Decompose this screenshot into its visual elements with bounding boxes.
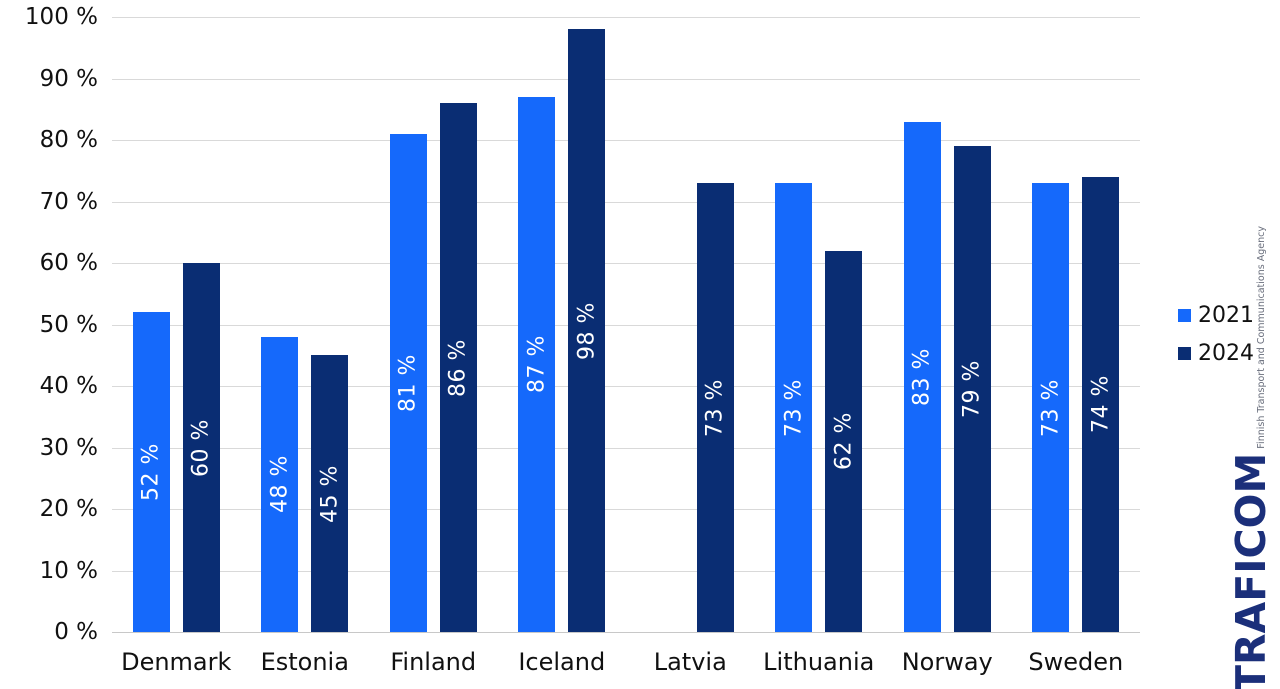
y-tick-label: 40 %	[39, 373, 98, 399]
bar-group-estonia: 48 % 45 %	[241, 17, 370, 632]
bar-2024-iceland: 98 %	[568, 29, 606, 632]
x-category-label: Iceland	[518, 648, 606, 676]
bar-value-label: 73 %	[702, 378, 728, 437]
bar-2021-finland: 81 %	[389, 133, 427, 632]
traficom-logo: TRAFICOM Finnish Transport and Communica…	[1209, 226, 1276, 689]
bar-2021-estonia: 48 %	[261, 336, 299, 632]
bar-value-label: 52 %	[138, 443, 164, 502]
legend-item-2021: 2021	[1178, 303, 1254, 328]
bar-value-label: 73 %	[1038, 378, 1064, 437]
gridline	[112, 632, 1140, 633]
bar-group-lithuania: 73 % 62 %	[755, 17, 884, 632]
bar-value-label: 60 %	[188, 418, 214, 477]
bar-2024-latvia: 73 %	[696, 183, 734, 632]
bar-2024-lithuania: 62 %	[825, 250, 863, 632]
gridline	[112, 263, 1140, 264]
y-tick-label: 70 %	[39, 188, 98, 215]
gridline	[112, 140, 1140, 141]
bar-2024-estonia: 45 %	[311, 355, 349, 632]
bar-2021-norway: 83 %	[903, 121, 941, 632]
bar-value-label: 62 %	[831, 412, 857, 471]
bar-group-norway: 83 % 79 %	[883, 17, 1012, 632]
bar-value-label: 87 %	[524, 335, 550, 394]
legend: 2021 2024	[1178, 303, 1254, 366]
gridline	[112, 78, 1140, 80]
traficom-tagline: Finnish Transport and Communications Age…	[1256, 226, 1267, 449]
bar-value-label: 79 %	[959, 360, 985, 419]
bar-2021-iceland: 87 %	[518, 96, 556, 632]
gridline	[112, 447, 1140, 449]
y-tick-label: 50 %	[39, 311, 98, 338]
y-tick-label: 60 %	[39, 250, 98, 276]
y-tick-label: 90 %	[39, 65, 98, 92]
x-category-label: Denmark	[121, 648, 232, 676]
y-tick-label: 80 %	[39, 127, 98, 153]
bar-value-label: 81 %	[395, 353, 421, 412]
x-category-label: Estonia	[260, 648, 349, 676]
bar-2024-finland: 86 %	[439, 103, 477, 632]
legend-swatch	[1178, 347, 1191, 360]
legend-label: 2021	[1198, 303, 1254, 328]
bar-group-finland: 81 % 86 %	[369, 17, 498, 632]
bar-value-label: 45 %	[317, 464, 343, 523]
gridline	[112, 509, 1140, 510]
legend-item-2024: 2024	[1178, 341, 1254, 366]
plot-area: 52 % 60 % 48 % 45 % 81 % 86 % 87 % 98 % 73 % 73 %…	[112, 17, 1141, 633]
y-tick-label: 0 %	[54, 619, 98, 645]
bar-group-latvia: 73 %	[626, 17, 755, 632]
bar-value-label: 83 %	[909, 347, 935, 406]
gridline	[112, 570, 1140, 572]
bar-2024-denmark: 60 %	[182, 263, 220, 632]
y-axis: 100 % 90 % 80 % 70 % 60 % 50 % 40 % 30 % 20 % 10 …	[0, 4, 98, 645]
bar-value-label: 74 %	[1088, 375, 1114, 434]
y-tick-label: 10 %	[39, 557, 98, 584]
bar-2021-sweden: 73 %	[1032, 183, 1070, 632]
x-category-label: Finland	[390, 648, 477, 676]
bar-2021-lithuania: 73 %	[775, 183, 813, 632]
bar-group-iceland: 87 % 98 %	[498, 17, 627, 632]
bar-2024-sweden: 74 %	[1082, 176, 1120, 632]
bar-2021-denmark: 52 %	[132, 312, 170, 632]
bar-value-label: 73 %	[781, 378, 807, 437]
gridline	[112, 386, 1140, 387]
bar-value-label: 98 %	[574, 301, 600, 360]
gridline	[112, 201, 1140, 203]
y-tick-label: 20 %	[39, 496, 98, 522]
y-tick-label: 30 %	[39, 434, 98, 461]
traficom-wordmark: TRAFICOM	[1227, 452, 1276, 689]
x-category-label: Latvia	[653, 648, 727, 676]
x-category-label: Norway	[901, 648, 993, 676]
x-axis: Denmark Estonia Finland Iceland Latvia Lithua…	[112, 648, 1140, 680]
bar-value-label: 86 %	[445, 338, 471, 397]
bar-value-label: 48 %	[267, 455, 293, 514]
gridline	[112, 324, 1140, 326]
x-category-label: Sweden	[1028, 648, 1124, 676]
legend-label: 2024	[1198, 341, 1254, 366]
gridline	[112, 17, 1140, 18]
legend-swatch	[1178, 309, 1191, 322]
bar-group-sweden: 73 % 74 %	[1012, 17, 1141, 632]
x-category-label: Lithuania	[763, 648, 875, 676]
y-tick-label: 100 %	[24, 4, 98, 30]
bar-2024-norway: 79 %	[953, 146, 991, 632]
bar-group-denmark: 52 % 60 %	[112, 17, 241, 632]
